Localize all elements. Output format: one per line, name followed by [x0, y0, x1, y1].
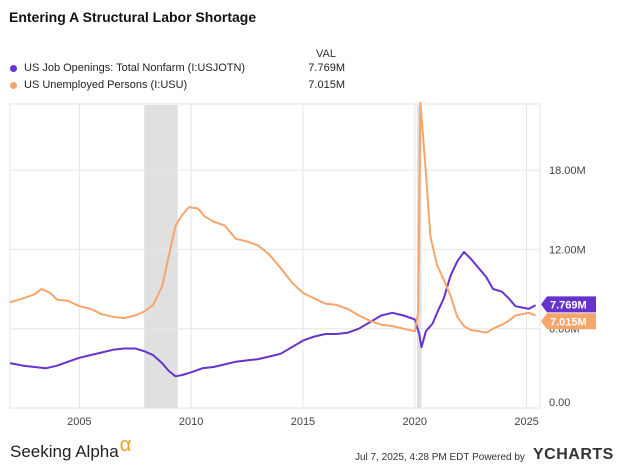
legend-dot-unemployed [10, 82, 17, 89]
legend-value-unemployed: 7.015M [308, 79, 345, 91]
x-tick-label-3: 2020 [403, 416, 427, 428]
footer-timestamp: Jul 7, 2025, 4:28 PM EDT Powered by [355, 452, 525, 463]
chart-title: Entering A Structural Labor Shortage [9, 9, 257, 25]
plot-area [9, 103, 541, 409]
seeking-alpha-logo: Seeking Alphaα [10, 434, 132, 461]
legend-value-header: VAL [316, 48, 336, 60]
y-tick-label-0: 0.00 [549, 397, 570, 409]
legend-value-job-openings: 7.769M [308, 62, 345, 74]
x-tick-label-1: 2010 [179, 416, 203, 428]
y-tick-label-2: 12.00M [549, 244, 586, 256]
series-line-job-openings [9, 251, 536, 378]
x-tick-label-2: 2015 [291, 416, 315, 428]
x-tick-label-0: 2005 [67, 416, 91, 428]
value-tag-unemployed [541, 313, 596, 330]
legend-dot-job-openings [10, 65, 17, 72]
value-tag-label-job-openings: 7.769M [550, 299, 587, 311]
y-tick-label-3: 18.00M [549, 165, 586, 177]
recession-band-0 [144, 105, 178, 408]
x-tick-label-4: 2025 [514, 416, 538, 428]
ycharts-logo: YCHARTS [533, 446, 614, 463]
legend-label-unemployed: US Unemployed Persons (I:USU) [24, 79, 188, 91]
series-line-unemployed [9, 101, 536, 334]
value-tag-job-openings [541, 296, 596, 313]
legend-label-job-openings: US Job Openings: Total Nonfarm (I:USJOTN… [24, 62, 246, 74]
value-tag-label-unemployed: 7.015M [550, 316, 587, 328]
